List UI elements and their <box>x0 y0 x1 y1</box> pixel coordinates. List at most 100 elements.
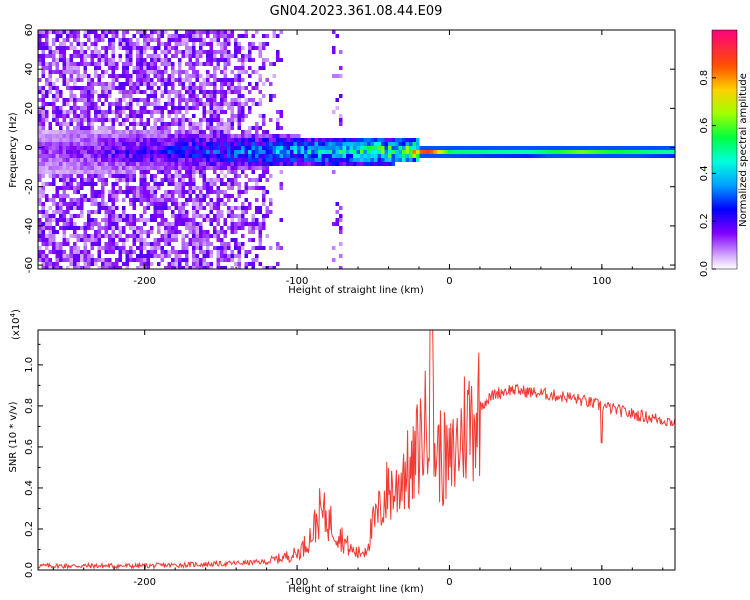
spectrogram-cell <box>367 146 371 150</box>
spectrogram-cell <box>69 162 73 166</box>
spectrogram-cell <box>52 266 56 269</box>
spectrogram-cell <box>160 106 164 110</box>
spectrogram-cell <box>55 94 59 98</box>
spectrogram-cell <box>143 58 147 62</box>
spectrogram-cell <box>661 146 665 150</box>
spectrogram-cell <box>111 110 115 114</box>
spectrogram-cell <box>220 214 224 218</box>
spectrogram-cell <box>339 214 343 218</box>
spectrogram-cell <box>146 202 150 206</box>
snr-scale-open: (x10 <box>11 317 22 340</box>
spectrogram-cell <box>136 98 140 102</box>
spectrogram-cell <box>73 250 77 254</box>
spectrogram-cell <box>97 230 101 234</box>
spectrogram-cell <box>129 250 133 254</box>
spectrogram-cell <box>510 150 514 154</box>
spectrogram-cell <box>279 138 283 142</box>
spectrogram-cell <box>598 154 602 158</box>
spectrogram-cell <box>174 154 178 158</box>
spectrogram-cell <box>223 246 227 250</box>
spectrogram-cell <box>48 170 52 174</box>
spectrogram-cell <box>59 110 63 114</box>
spectrogram-cell <box>188 154 192 158</box>
spectrogram-cell <box>262 82 266 86</box>
spectrogram-cell <box>251 266 255 269</box>
spectrogram-cell <box>62 134 66 138</box>
spectrogram-cell <box>41 142 45 146</box>
spectrogram-cell <box>227 214 231 218</box>
spectrogram-cell <box>244 86 248 90</box>
spectrogram-cell <box>104 234 108 238</box>
spectrogram-cell <box>181 86 185 90</box>
spectrogram-cell <box>629 150 633 154</box>
spectrogram-cell <box>230 194 234 198</box>
spectrogram-cell <box>160 114 164 118</box>
spectrogram-cell <box>290 154 294 158</box>
spectrogram-cell <box>178 174 182 178</box>
spectrogram-cell <box>318 154 322 158</box>
spectrogram-cell <box>241 58 245 62</box>
spectrogram-cell <box>118 230 122 234</box>
spectrogram-cell <box>160 166 164 170</box>
spectrogram-cell <box>262 218 266 222</box>
spectrogram-cell <box>87 98 91 102</box>
spectrogram-cell <box>297 138 301 142</box>
spectrogram-cell <box>171 138 175 142</box>
spectrogram-cell <box>213 170 217 174</box>
spectrogram-cell <box>349 154 353 158</box>
spectrogram-cell <box>178 158 182 162</box>
spectrogram-cell <box>139 146 143 150</box>
spectrogram-cell <box>76 158 80 162</box>
spectrogram-cell <box>115 114 119 118</box>
spectrogram-cell <box>45 254 49 258</box>
spectrogram-cell <box>160 246 164 250</box>
spectrogram-cell <box>69 134 73 138</box>
spectrogram-cell <box>402 138 406 142</box>
spectrogram-cell <box>220 266 224 269</box>
spectrogram-cell <box>395 138 399 142</box>
spectrogram-cell <box>76 30 80 34</box>
spectrogram-cell <box>209 82 213 86</box>
spectrogram-cell <box>94 162 98 166</box>
spectrogram-cell <box>132 86 136 90</box>
spectrogram-cell <box>111 202 115 206</box>
spectrogram-cell <box>237 134 241 138</box>
spectrogram-cell <box>101 158 105 162</box>
spectrogram-cell <box>500 154 504 158</box>
spectrogram-cell <box>122 30 126 34</box>
spectrogram-cell <box>76 38 80 42</box>
spectrogram-cell <box>146 218 150 222</box>
spectrogram-cell <box>244 266 248 269</box>
spectrogram-cell <box>118 250 122 254</box>
spectrogram-cell <box>59 266 63 269</box>
spectrogram-cell <box>41 222 45 226</box>
spectrogram-cell <box>202 138 206 142</box>
spectrogram-cell <box>143 42 147 46</box>
spectrogram-cell <box>171 66 175 70</box>
spectrogram-cell <box>202 258 206 262</box>
spectrogram-cell <box>192 98 196 102</box>
spectrogram-cell <box>195 242 199 246</box>
spectrogram-cell <box>150 150 154 154</box>
spectrogram-cell <box>220 198 224 202</box>
spectrogram-cell <box>251 158 255 162</box>
spectrogram-cell <box>41 206 45 210</box>
snr-x-ticks: -200 -100 0 100 <box>52 330 664 588</box>
spectrogram-cell <box>108 74 112 78</box>
spectrogram-cell <box>230 158 234 162</box>
spectrogram-cell <box>556 154 560 158</box>
spectrogram-cell <box>146 162 150 166</box>
spectrogram-cell <box>104 114 108 118</box>
spectrogram-cell <box>157 126 161 130</box>
spectrogram-cell <box>174 42 178 46</box>
spectrogram-cell <box>80 118 84 122</box>
spectrogram-cell <box>223 42 227 46</box>
spectrogram-cell <box>83 66 87 70</box>
spectrogram-cell <box>213 150 217 154</box>
spectrogram-cell <box>48 66 52 70</box>
spectrogram-cell <box>230 114 234 118</box>
spectrogram-cell <box>80 254 84 258</box>
spectrogram-cell <box>577 146 581 150</box>
spectrogram-cell <box>209 110 213 114</box>
spectrogram-cell <box>188 170 192 174</box>
